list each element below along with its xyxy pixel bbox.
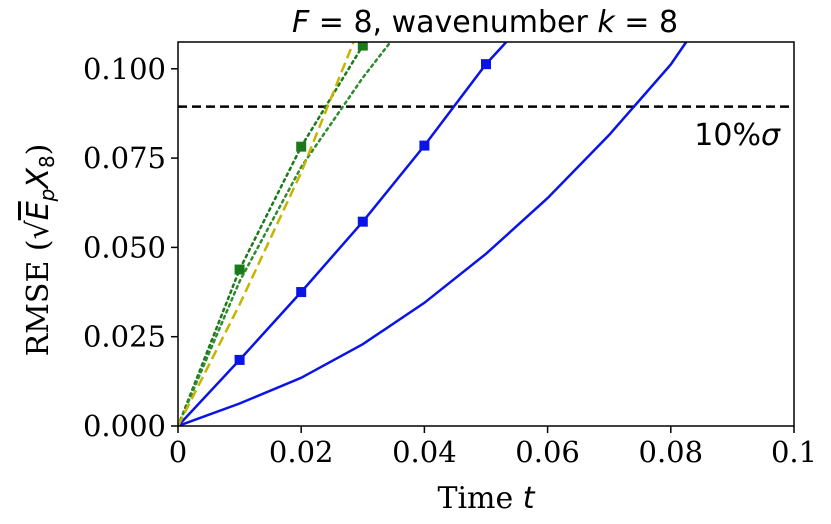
y-tick-label: 0.025 <box>83 320 166 354</box>
plot-area <box>178 42 794 426</box>
series-line-blue-solid <box>178 42 688 426</box>
x-axis-label: Time t <box>437 481 535 516</box>
series-marker-blue-square <box>296 287 307 298</box>
y-tick-label: 0.000 <box>83 409 166 443</box>
ylabel-hat-sub: 8 <box>35 155 59 168</box>
x-tick-label: 0.08 <box>639 435 704 469</box>
axis-ticks: 0 0.02 0.04 0.06 0.08 0.1 0.000 0.025 0.050 0.075… <box>83 52 817 469</box>
series-marker-blue-square <box>419 140 430 151</box>
x-tick-label: 0 <box>169 435 187 469</box>
ylabel-sqrt-sign: √ <box>21 219 56 239</box>
ylabel-prefix: RMSE ( <box>21 239 56 356</box>
title-var-f: F <box>292 5 310 40</box>
series-marker-blue-square <box>234 354 245 365</box>
series-marker-blue-square <box>357 216 368 227</box>
ylabel-sqrt-body: E <box>21 201 56 220</box>
series-marker-green-square-dotted <box>296 141 307 152</box>
svg-text:RMSE (√EpX8): RMSE (√EpX8) <box>21 144 59 357</box>
x-tick-label: 0.04 <box>392 435 457 469</box>
x-tick-label: 0.06 <box>515 435 580 469</box>
title-var-k: k <box>597 5 616 40</box>
threshold-label: 10%σ <box>694 118 781 153</box>
x-tick-label: 0.02 <box>269 435 334 469</box>
ylabel-suffix: ) <box>21 144 56 156</box>
ylabel-hat-var: X <box>21 167 56 191</box>
series-marker-blue-square <box>481 59 491 70</box>
series-group <box>178 42 794 426</box>
threshold-label-text: 10% <box>694 118 761 153</box>
xlabel-text: Time <box>437 481 522 516</box>
title-suffix: = 8 <box>615 5 678 40</box>
title-middle: = 8, wavenumber <box>309 5 597 40</box>
ylabel-sqrt-sub: p <box>35 189 59 203</box>
y-tick-label: 0.100 <box>83 52 166 86</box>
x-tick-label: 0.1 <box>771 435 817 469</box>
series-marker-green-square-dotted <box>357 42 368 51</box>
plot-frame <box>177 41 795 427</box>
series-line-green-dotted <box>178 42 392 426</box>
series-line-blue-square <box>178 42 508 426</box>
series-line-yellow-dashed <box>178 42 355 426</box>
xlabel-var: t <box>523 481 536 516</box>
y-tick-label: 0.050 <box>83 230 166 264</box>
y-axis-label: RMSE (√EpX8) <box>21 144 59 357</box>
y-tick-label: 0.075 <box>83 141 166 175</box>
series-marker-green-square-dotted <box>234 264 245 275</box>
chart-title: F = 8, wavenumber k = 8 <box>292 5 678 40</box>
threshold-label-var: σ <box>761 118 781 153</box>
